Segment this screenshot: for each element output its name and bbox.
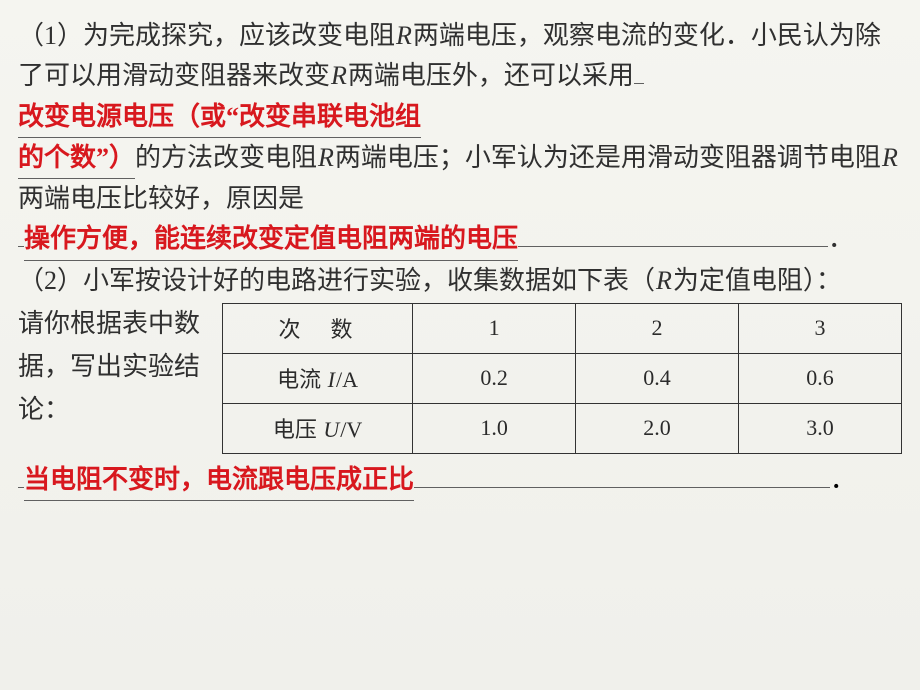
- var-R: R: [881, 143, 899, 172]
- q1-text: 两端电压比较好，原因是: [18, 184, 304, 213]
- table-row: 次 数 1 2 3: [223, 304, 902, 354]
- cell: 2.0: [576, 404, 739, 454]
- var-R: R: [395, 21, 413, 50]
- question-2-intro: （2）小军按设计好的电路进行实验，收集数据如下表（R为定值电阻）：: [18, 261, 902, 301]
- q1-text: （1）为完成探究，应该改变电阻: [18, 21, 395, 50]
- var-R: R: [655, 266, 673, 295]
- q2-text: （2）小军按设计好的电路进行实验，收集数据如下表（: [18, 266, 655, 295]
- row-label-current: 电流 I/A: [223, 354, 413, 404]
- period: ．: [828, 224, 854, 253]
- cell: 0.4: [576, 354, 739, 404]
- q1-text: 的方法改变电阻: [135, 143, 317, 172]
- q2-body: 请你根据表中数据，写出实验结论： 次 数 1 2 3 电流 I/A 0.2 0.…: [18, 303, 902, 454]
- blank-trail: [518, 246, 828, 247]
- blank-trail: [414, 487, 830, 488]
- q2-text: 为定值电阻）：: [673, 266, 842, 295]
- data-table: 次 数 1 2 3 电流 I/A 0.2 0.4 0.6 电压 U/V 1.0 …: [222, 303, 902, 454]
- var-R: R: [330, 61, 348, 90]
- data-table-wrap: 次 数 1 2 3 电流 I/A 0.2 0.4 0.6 电压 U/V 1.0 …: [222, 303, 902, 454]
- q1-text: 两端电压；小军认为还是用滑动变阻器调节电阻: [335, 143, 881, 172]
- answer-conclusion: 当电阻不变时，电流跟电压成正比: [24, 460, 414, 501]
- var-R: R: [317, 143, 335, 172]
- col-header: 3: [739, 304, 902, 354]
- worksheet-page: （1）为完成探究，应该改变电阻R两端电压，观察电流的变化．小民认为除了可以用滑动…: [0, 0, 920, 690]
- table-row: 电压 U/V 1.0 2.0 3.0: [223, 404, 902, 454]
- blank-lead: [634, 83, 644, 84]
- col-header: 2: [576, 304, 739, 354]
- question-1: （1）为完成探究，应该改变电阻R两端电压，观察电流的变化．小民认为除了可以用滑动…: [18, 16, 902, 261]
- answer-2: 操作方便，能连续改变定值电阻两端的电压: [24, 219, 518, 260]
- period: ．: [830, 465, 856, 494]
- q2-left-text: 请你根据表中数据，写出实验结论：: [18, 303, 204, 432]
- col-header: 1: [413, 304, 576, 354]
- col-header-label: 次 数: [223, 304, 413, 354]
- answer-1-part-b: 的个数”）: [18, 138, 135, 179]
- q1-text: 两端电压外，还可以采用: [348, 61, 634, 90]
- row-label-voltage: 电压 U/V: [223, 404, 413, 454]
- conclusion-line: 当电阻不变时，电流跟电压成正比 ．: [18, 460, 902, 501]
- table-row: 电流 I/A 0.2 0.4 0.6: [223, 354, 902, 404]
- cell: 0.2: [413, 354, 576, 404]
- cell: 1.0: [413, 404, 576, 454]
- cell: 3.0: [739, 404, 902, 454]
- answer-1-part-a: 改变电源电压（或“改变串联电池组: [18, 97, 421, 138]
- cell: 0.6: [739, 354, 902, 404]
